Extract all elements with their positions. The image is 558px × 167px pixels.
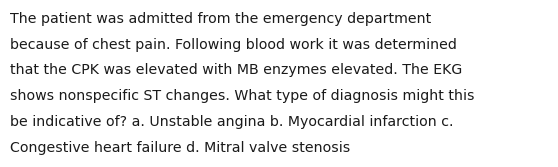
Text: Congestive heart failure d. Mitral valve stenosis: Congestive heart failure d. Mitral valve… [10,141,350,155]
Text: be indicative of? a. Unstable angina b. Myocardial infarction c.: be indicative of? a. Unstable angina b. … [10,115,454,129]
Text: shows nonspecific ST changes. What type of diagnosis might this: shows nonspecific ST changes. What type … [10,89,474,103]
Text: The patient was admitted from the emergency department: The patient was admitted from the emerge… [10,12,431,26]
Text: because of chest pain. Following blood work it was determined: because of chest pain. Following blood w… [10,38,457,52]
Text: that the CPK was elevated with MB enzymes elevated. The EKG: that the CPK was elevated with MB enzyme… [10,63,462,77]
